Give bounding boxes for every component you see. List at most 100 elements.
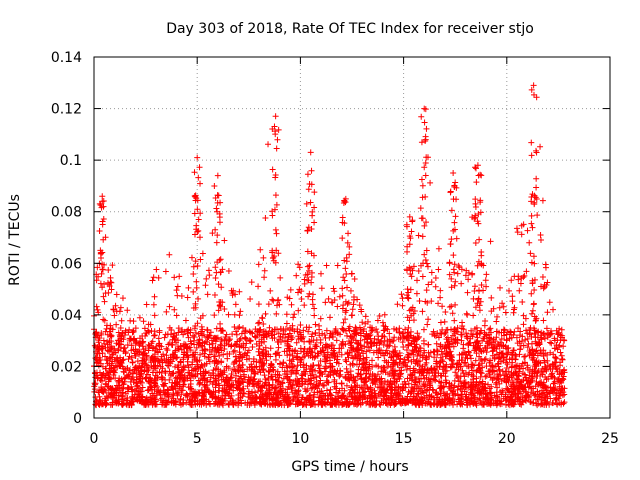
data-point — [550, 306, 557, 313]
data-point — [539, 273, 546, 280]
data-point — [376, 312, 383, 319]
data-point — [416, 378, 423, 385]
data-point — [265, 368, 272, 375]
data-point — [451, 330, 458, 337]
y-tick-label: 0 — [73, 411, 82, 427]
data-point — [498, 335, 505, 342]
data-point — [100, 215, 107, 222]
data-point — [558, 326, 565, 333]
data-point — [157, 397, 164, 404]
data-point — [108, 332, 115, 339]
data-point — [145, 321, 152, 328]
data-points — [91, 82, 568, 409]
data-point — [496, 367, 503, 374]
data-point — [482, 317, 489, 324]
data-point — [363, 348, 370, 355]
data-point — [488, 363, 495, 370]
data-point — [220, 351, 227, 358]
data-point — [295, 261, 302, 268]
data-point — [232, 291, 239, 298]
data-point — [340, 326, 347, 333]
data-point — [502, 309, 509, 316]
data-point — [469, 376, 476, 383]
data-point — [174, 354, 181, 361]
data-point — [177, 358, 184, 365]
data-point — [471, 283, 478, 290]
data-point — [373, 326, 380, 333]
data-point — [225, 401, 232, 408]
data-point — [505, 368, 512, 375]
data-point — [155, 274, 162, 281]
data-point — [174, 283, 181, 290]
data-point — [343, 382, 350, 389]
data-point — [425, 316, 432, 323]
data-point — [243, 340, 250, 347]
data-point — [442, 309, 449, 316]
data-point — [416, 297, 423, 304]
data-point — [435, 300, 442, 307]
data-point — [124, 386, 131, 393]
data-point — [150, 332, 157, 339]
data-point — [540, 317, 547, 324]
data-point — [155, 340, 162, 347]
data-point — [299, 394, 306, 401]
data-point — [242, 327, 249, 334]
data-point — [107, 354, 114, 361]
data-point — [233, 372, 240, 379]
data-point — [307, 363, 314, 370]
data-point — [279, 364, 286, 371]
data-point — [150, 274, 157, 281]
data-point — [292, 347, 299, 354]
chart-title: Day 303 of 2018, Rate Of TEC Index for r… — [166, 21, 534, 37]
data-point — [114, 363, 121, 370]
data-point — [413, 357, 420, 364]
data-point — [523, 397, 530, 404]
data-point — [218, 336, 225, 343]
data-point — [431, 332, 438, 339]
data-point — [132, 353, 139, 360]
data-point — [120, 336, 127, 343]
data-point — [432, 283, 439, 290]
data-point — [286, 347, 293, 354]
data-point — [425, 378, 432, 385]
data-point — [153, 266, 160, 273]
data-point — [246, 355, 253, 362]
data-point — [106, 328, 113, 335]
data-point — [109, 262, 116, 269]
data-point — [537, 231, 544, 238]
data-point — [122, 329, 129, 336]
data-point — [255, 261, 262, 268]
data-point — [434, 348, 441, 355]
data-point — [325, 295, 332, 302]
data-point — [106, 283, 113, 290]
data-point — [454, 324, 461, 331]
data-point — [144, 371, 151, 378]
data-point — [423, 399, 430, 406]
data-point — [347, 361, 354, 368]
data-point — [112, 302, 119, 309]
data-point — [190, 288, 197, 295]
data-point — [256, 319, 263, 326]
data-point — [514, 229, 521, 236]
data-point — [99, 284, 106, 291]
data-point — [112, 375, 119, 382]
data-point — [472, 357, 479, 364]
data-point — [145, 347, 152, 354]
data-point — [385, 343, 392, 350]
data-point — [446, 344, 453, 351]
data-point — [155, 357, 162, 364]
data-point — [261, 372, 268, 379]
data-point — [187, 400, 194, 407]
grid-lines — [94, 57, 610, 418]
data-point — [198, 342, 205, 349]
data-point — [425, 341, 432, 348]
data-point — [149, 277, 156, 284]
data-point — [131, 350, 138, 357]
data-point — [537, 143, 544, 150]
data-point — [499, 387, 506, 394]
data-point — [466, 352, 473, 359]
data-point — [224, 379, 231, 386]
data-point — [480, 394, 487, 401]
data-point — [433, 394, 440, 401]
data-point — [374, 317, 381, 324]
